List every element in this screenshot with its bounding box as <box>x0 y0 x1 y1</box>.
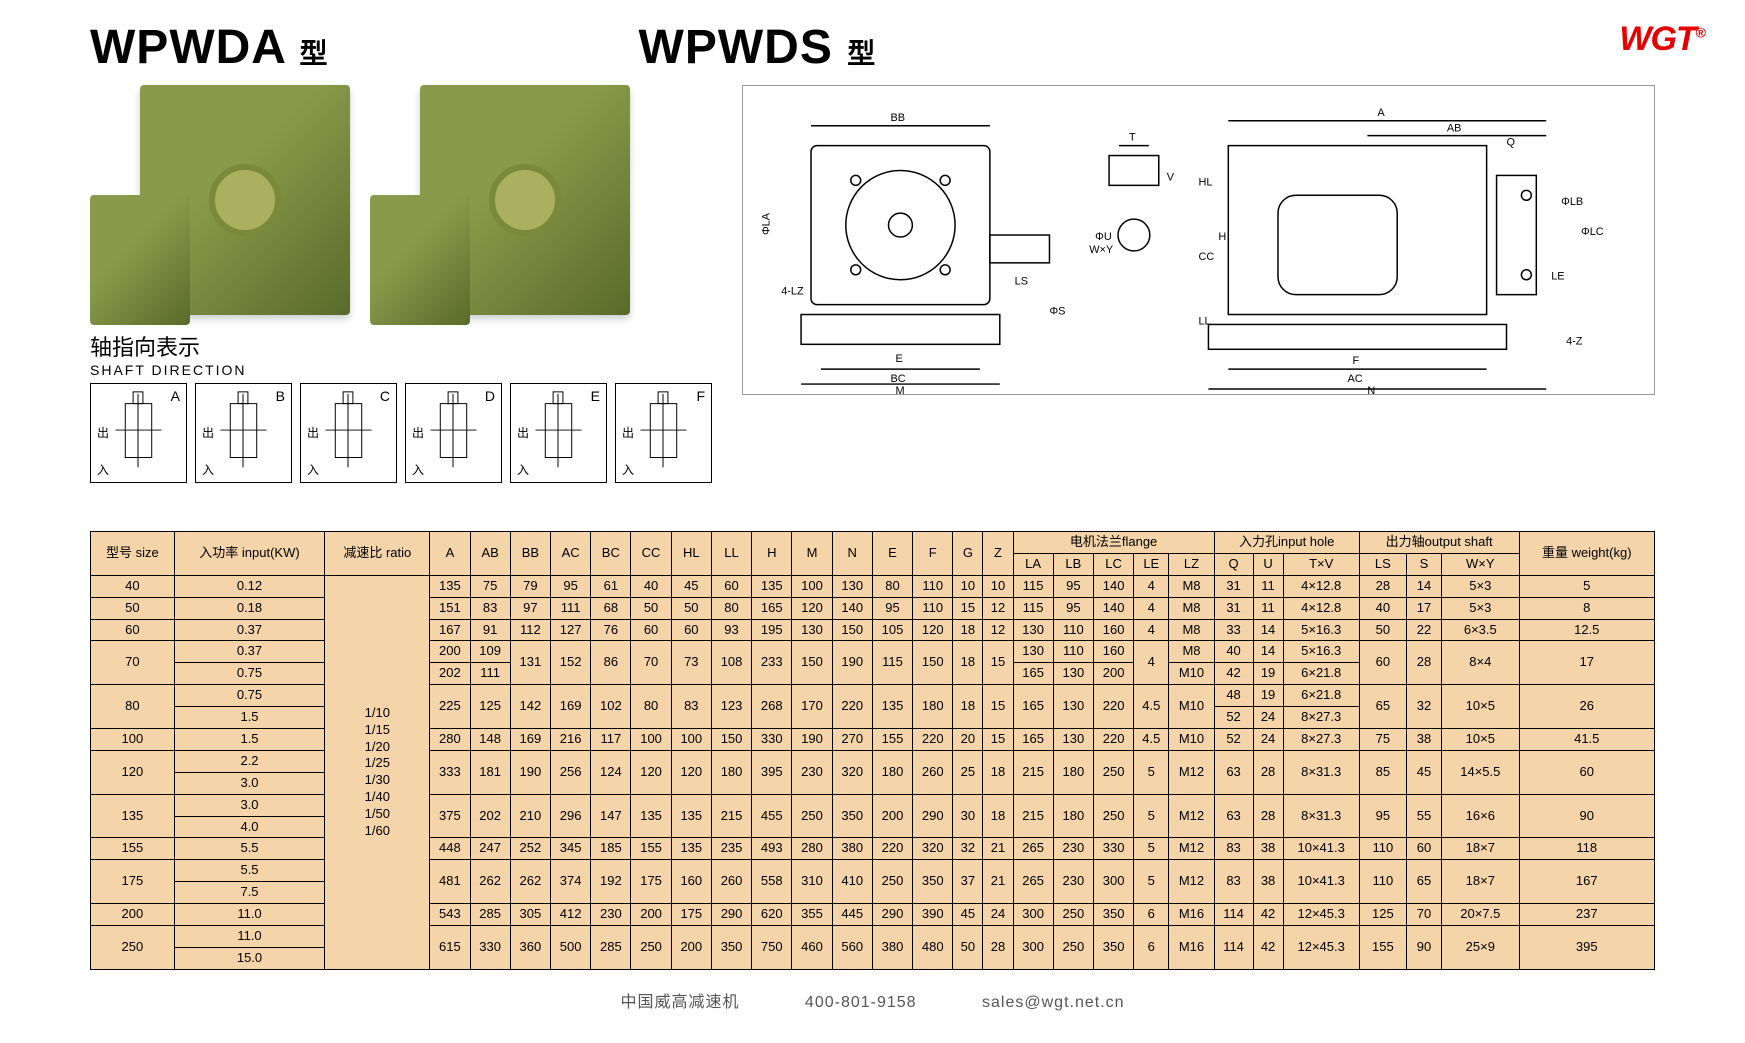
product-image-wpwda <box>140 85 350 315</box>
footer-email: sales@wgt.net.cn <box>982 994 1125 1011</box>
svg-text:M: M <box>895 385 904 394</box>
svg-text:A: A <box>1377 107 1385 119</box>
svg-text:4-Z: 4-Z <box>1566 335 1583 347</box>
svg-text:HL: HL <box>1199 176 1213 188</box>
shaft-direction-label: 轴指向表示 SHAFT DIRECTION <box>90 330 712 378</box>
svg-text:Q: Q <box>1507 137 1515 149</box>
svg-text:ΦLA: ΦLA <box>760 212 772 235</box>
svg-text:ΦLB: ΦLB <box>1561 196 1583 208</box>
product-row: 轴指向表示 SHAFT DIRECTION A入出 B入出 C入出 D入出 E入… <box>90 85 1655 513</box>
svg-text:N: N <box>1367 385 1375 394</box>
svg-text:F: F <box>1353 355 1360 367</box>
shaft-box-c: C入出 <box>300 383 397 483</box>
footer-phone: 400-801-9158 <box>805 994 917 1011</box>
svg-text:E: E <box>895 353 902 365</box>
svg-text:V: V <box>1167 171 1175 183</box>
shaft-box-f: F入出 <box>615 383 712 483</box>
footer-company: 中国威高减速机 <box>620 994 739 1011</box>
svg-text:W×Y: W×Y <box>1089 244 1114 256</box>
product-image-wpwds <box>420 85 630 315</box>
svg-text:BB: BB <box>891 112 906 124</box>
svg-text:ΦLC: ΦLC <box>1581 226 1604 238</box>
svg-text:ΦS: ΦS <box>1049 306 1065 318</box>
svg-text:BC: BC <box>891 373 906 385</box>
svg-text:AB: AB <box>1447 123 1462 135</box>
brand-logo: WGT® <box>1619 20 1705 59</box>
svg-text:LL: LL <box>1199 315 1211 327</box>
title-wpwds: WPWDS 型 <box>639 20 877 75</box>
header-row: WPWDA 型 WPWDS 型 <box>90 20 1655 75</box>
shaft-box-a: A入出 <box>90 383 187 483</box>
svg-text:H: H <box>1218 231 1226 243</box>
technical-drawing: BB W×Y ΦLA LS ΦS BC E M 4-LZ T V ΦU <box>742 85 1655 395</box>
title-wpwda: WPWDA 型 <box>90 20 329 75</box>
spec-table: 型号 size 入功率 input(KW) 减速比 ratioAABBBACBC… <box>90 531 1655 970</box>
svg-text:4-LZ: 4-LZ <box>781 286 804 298</box>
svg-text:T: T <box>1129 132 1136 144</box>
shaft-box-e: E入出 <box>510 383 607 483</box>
svg-text:ΦU: ΦU <box>1095 231 1112 243</box>
svg-text:LS: LS <box>1015 276 1028 288</box>
svg-text:AC: AC <box>1348 373 1363 385</box>
shaft-direction-row: A入出 B入出 C入出 D入出 E入出 F入出 <box>90 383 712 483</box>
shaft-box-b: B入出 <box>195 383 292 483</box>
page-footer: 中国威高减速机 400-801-9158 sales@wgt.net.cn <box>90 988 1655 1012</box>
shaft-box-d: D入出 <box>405 383 502 483</box>
svg-text:LE: LE <box>1551 271 1564 283</box>
svg-text:CC: CC <box>1199 251 1215 263</box>
